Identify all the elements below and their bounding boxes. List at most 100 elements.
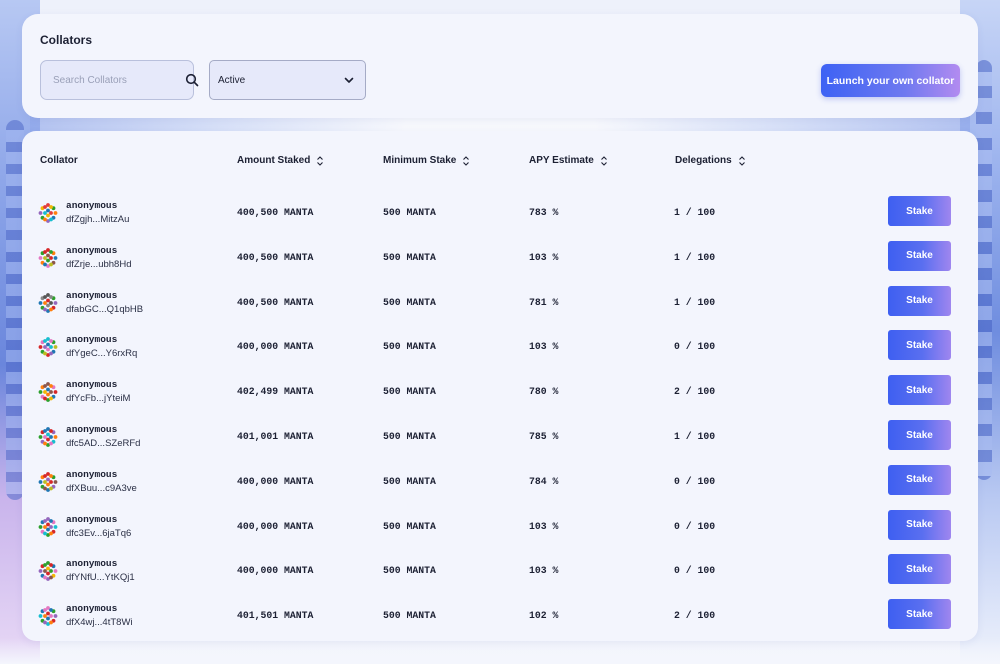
collator-name: anonymous <box>66 558 118 570</box>
apy-estimate-cell: 102 % <box>529 610 559 622</box>
collator-name: anonymous <box>66 334 118 346</box>
column-header-label: Delegations <box>675 155 732 166</box>
apy-estimate-cell: 103 % <box>529 251 559 263</box>
stake-button[interactable]: Stake <box>888 509 951 540</box>
collator-name: anonymous <box>66 289 118 301</box>
search-box[interactable] <box>40 60 199 100</box>
collator-address: dfabGC...Q1qbHB <box>66 303 144 315</box>
table-row: anonymous dfYNfU...YtKQj1 400,000 MANTA 500… <box>22 548 978 592</box>
identicon-avatar <box>37 292 59 314</box>
stake-button[interactable]: Stake <box>888 330 951 361</box>
collator-address: dfXBuu...c9A3ve <box>66 482 137 494</box>
search-icon[interactable] <box>185 73 199 87</box>
identicon-avatar <box>37 516 59 538</box>
table-row: anonymous dfYgeC...Y6rxRq 400,000 MANTA 500… <box>22 324 978 368</box>
collator-name: anonymous <box>66 468 118 480</box>
collator-name: anonymous <box>66 379 118 391</box>
column-header-label: Amount Staked <box>237 155 311 166</box>
apy-estimate-cell: 784 % <box>529 475 559 487</box>
amount-staked-cell: 401,001 MANTA <box>237 431 314 442</box>
stake-button[interactable]: Stake <box>888 464 951 495</box>
amount-staked-cell: 400,500 MANTA <box>237 296 314 308</box>
table-row: anonymous dfc5AD...SZeRFd 401,001 MANTA 500… <box>22 414 978 458</box>
minimum-stake-cell: 500 MANTA <box>383 610 436 622</box>
stake-button[interactable]: Stake <box>888 554 951 585</box>
delegations-cell: 1 / 100 <box>674 207 716 218</box>
sort-icon[interactable] <box>738 155 746 166</box>
collator-name: anonymous <box>66 200 118 211</box>
minimum-stake-cell: 500 MANTA <box>383 386 436 398</box>
table-row: anonymous dfabGC...Q1qbHB 400,500 MANTA 500… <box>22 280 978 324</box>
identicon-avatar <box>37 381 59 403</box>
column-header-delegations[interactable]: Delegations <box>675 155 746 166</box>
delegations-cell: 2 / 100 <box>674 610 716 622</box>
apy-estimate-cell: 103 % <box>529 565 559 577</box>
collators-header-panel: Collators Active Launch your own collato… <box>22 14 978 118</box>
delegations-cell: 2 / 100 <box>674 386 716 398</box>
amount-staked-cell: 400,000 MANTA <box>237 565 314 577</box>
launch-collator-button[interactable]: Launch your own collator <box>821 64 960 97</box>
minimum-stake-cell: 500 MANTA <box>383 520 436 532</box>
minimum-stake-cell: 500 MANTA <box>383 565 436 577</box>
stake-button[interactable]: Stake <box>888 599 951 630</box>
identicon-avatar <box>37 426 59 448</box>
collator-name: anonymous <box>66 424 118 435</box>
column-header-minimum-stake[interactable]: Minimum Stake <box>383 155 470 166</box>
table-row: anonymous dfZrje...ubh8Hd 400,500 MANTA 500… <box>22 235 978 279</box>
collator-address: dfZgjh...MitzAu <box>66 214 130 225</box>
stake-button[interactable]: Stake <box>888 285 951 316</box>
minimum-stake-cell: 500 MANTA <box>383 341 436 353</box>
search-input[interactable] <box>53 74 185 86</box>
collator-name: anonymous <box>66 244 118 256</box>
column-header-label: Collator <box>40 155 78 166</box>
amount-staked-cell: 400,000 MANTA <box>237 520 314 532</box>
table-row: anonymous dfc3Ev...6jaTq6 400,000 MANTA 500… <box>22 504 978 548</box>
collator-address: dfYNfU...YtKQj1 <box>66 572 135 584</box>
identicon-avatar <box>37 336 59 358</box>
column-header-amount-staked[interactable]: Amount Staked <box>237 155 324 166</box>
sort-icon[interactable] <box>316 155 324 166</box>
identicon-avatar <box>37 202 59 224</box>
table-row: anonymous dfYcFb...jYteiM 402,499 MANTA 500… <box>22 369 978 413</box>
collator-address: dfc3Ev...6jaTq6 <box>66 527 132 539</box>
page-title: Collators <box>40 33 93 47</box>
delegations-cell: 0 / 100 <box>674 520 716 532</box>
column-header-apy-estimate[interactable]: APY Estimate <box>529 155 608 166</box>
delegations-cell: 0 / 100 <box>674 341 716 353</box>
status-filter-value: Active <box>218 74 246 86</box>
minimum-stake-cell: 500 MANTA <box>383 475 436 487</box>
column-header-collator: Collator <box>40 155 78 166</box>
sort-icon[interactable] <box>462 155 470 166</box>
table-row: anonymous dfX4wj...4tT8Wi 401,501 MANTA 500… <box>22 593 978 637</box>
table-row: anonymous dfZgjh...MitzAu 400,500 MANTA 500… <box>22 190 978 234</box>
minimum-stake-cell: 500 MANTA <box>383 207 436 218</box>
minimum-stake-cell: 500 MANTA <box>383 251 436 263</box>
amount-staked-cell: 400,500 MANTA <box>237 207 314 218</box>
stake-button[interactable]: Stake <box>888 240 951 271</box>
identicon-avatar <box>37 247 59 269</box>
apy-estimate-cell: 103 % <box>529 520 559 532</box>
sort-icon[interactable] <box>600 155 608 166</box>
collator-name: anonymous <box>66 513 118 525</box>
collator-name: anonymous <box>66 603 118 615</box>
status-filter-select[interactable]: Active <box>209 60 366 100</box>
delegations-cell: 1 / 100 <box>674 431 716 442</box>
collator-address: dfYgeC...Y6rxRq <box>66 348 138 360</box>
apy-estimate-cell: 783 % <box>529 207 559 218</box>
amount-staked-cell: 401,501 MANTA <box>237 610 314 622</box>
amount-staked-cell: 400,000 MANTA <box>237 475 314 487</box>
apy-estimate-cell: 780 % <box>529 386 559 398</box>
collator-address: dfX4wj...4tT8Wi <box>66 617 133 629</box>
table-row: anonymous dfXBuu...c9A3ve 400,000 MANTA 500… <box>22 459 978 503</box>
minimum-stake-cell: 500 MANTA <box>383 431 436 442</box>
apy-estimate-cell: 103 % <box>529 341 559 353</box>
delegations-cell: 0 / 100 <box>674 475 716 487</box>
stake-button[interactable]: Stake <box>888 375 951 406</box>
identicon-avatar <box>37 471 59 493</box>
stake-button[interactable]: Stake <box>888 420 951 450</box>
stake-button[interactable]: Stake <box>888 196 951 226</box>
delegations-cell: 0 / 100 <box>674 565 716 577</box>
apy-estimate-cell: 785 % <box>529 431 559 442</box>
identicon-avatar <box>37 605 59 627</box>
identicon-avatar <box>37 560 59 582</box>
